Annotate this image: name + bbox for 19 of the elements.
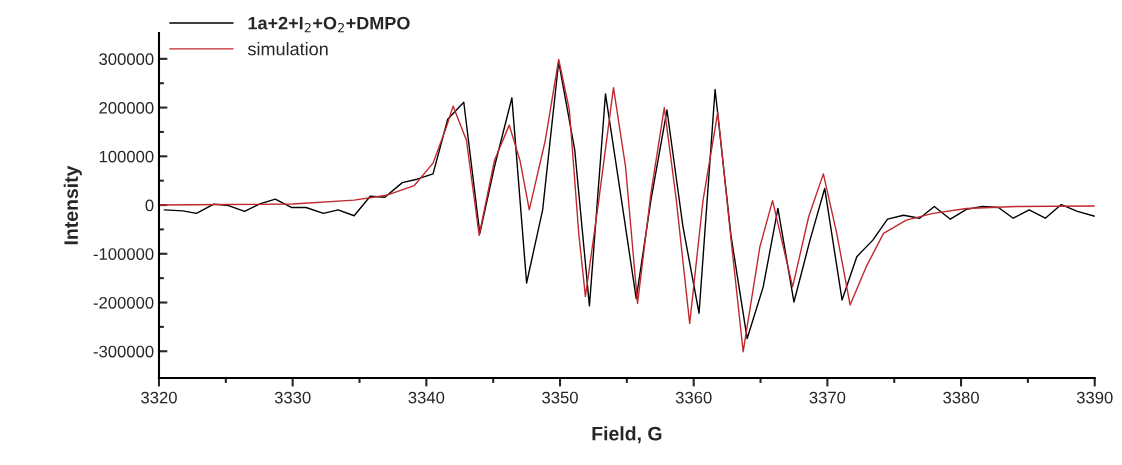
y-tick-label: 300000: [99, 53, 154, 66]
y-axis-title: Intensity: [63, 165, 82, 245]
y-tick-label: 200000: [99, 101, 154, 114]
x-tick-label: 3330: [274, 391, 311, 404]
x-tick-label: 3380: [943, 391, 979, 404]
x-tick-label: 3320: [141, 391, 177, 404]
x-tick-label: 3350: [542, 391, 578, 404]
y-tick-label: 100000: [99, 150, 154, 163]
legend-label: simulation: [247, 42, 328, 56]
x-tick-label: 3340: [408, 391, 445, 404]
x-axis-title: Field, G: [592, 426, 662, 444]
x-tick-label: 3360: [675, 391, 712, 404]
y-tick-label: -100000: [93, 248, 154, 260]
y-tick-label: -200000: [93, 296, 154, 309]
legend-label: 1a+2+I$_{2}$+O$_{2}$+DMPO: [248, 16, 410, 33]
y-tick-label: -300000: [93, 345, 154, 358]
x-tick-label: 3390: [1076, 391, 1113, 404]
y-tick-label: 0: [145, 199, 154, 212]
x-tick-label: 3370: [809, 391, 846, 404]
